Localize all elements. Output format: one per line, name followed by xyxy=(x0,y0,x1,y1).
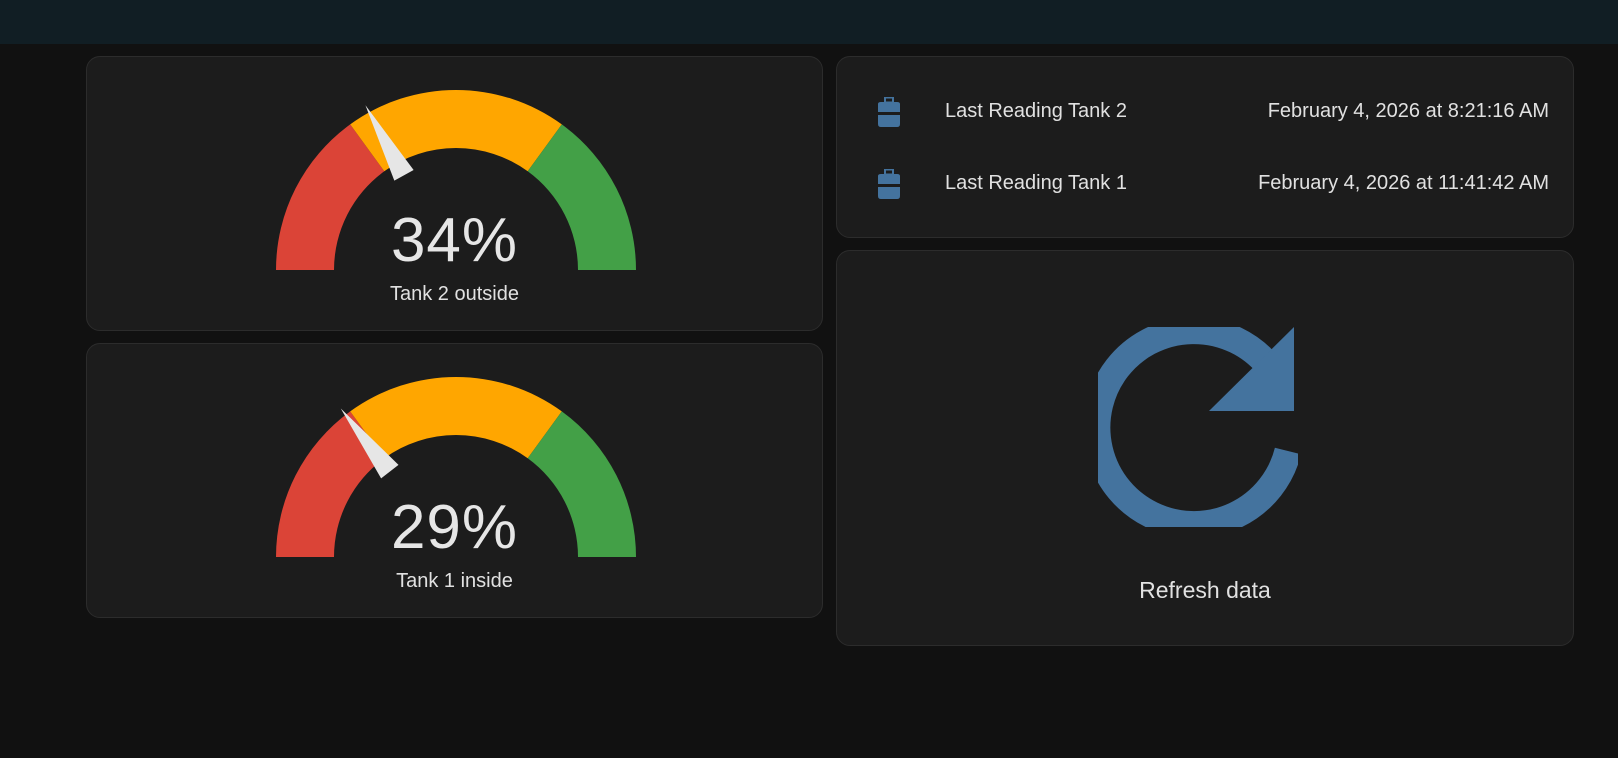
gauge-needle xyxy=(340,408,399,479)
entity-value: February 4, 2026 at 11:41:42 AM xyxy=(1258,172,1549,194)
gauge-card-tank-2[interactable]: 34% Tank 2 outside xyxy=(86,56,823,331)
gauge-card-tank-1[interactable]: 29% Tank 1 inside xyxy=(86,343,823,618)
gauge-segment xyxy=(350,90,562,172)
entity-label: Last Reading Tank 1 xyxy=(945,172,1127,194)
gauge-value: 34% xyxy=(390,206,519,275)
entity-label: Last Reading Tank 2 xyxy=(945,100,1127,122)
refresh-label: Refresh data xyxy=(1139,577,1271,603)
gas-cylinder-icon xyxy=(878,169,900,199)
gauge-name: Tank 1 inside xyxy=(396,570,513,592)
gauge-segment xyxy=(527,411,636,557)
refresh-data-button[interactable]: Refresh data xyxy=(836,250,1574,646)
gauge-value: 29% xyxy=(390,493,519,562)
gauge-segment xyxy=(276,124,385,270)
gas-cylinder-icon xyxy=(878,97,900,127)
gauge-segment xyxy=(276,411,385,557)
gauge-svg xyxy=(276,377,636,557)
refresh-icon xyxy=(1098,327,1298,527)
entity-row-tank-2[interactable]: Last Reading Tank 2 February 4, 2026 at … xyxy=(837,91,1573,131)
gauge-segment xyxy=(350,377,562,459)
gauge-name: Tank 2 outside xyxy=(390,283,519,305)
gauge-segment xyxy=(527,124,636,270)
entity-value: February 4, 2026 at 8:21:16 AM xyxy=(1267,100,1549,122)
gauge-svg xyxy=(276,90,636,270)
gauge-needle xyxy=(365,105,414,181)
top-header-bar xyxy=(0,0,1618,44)
entity-row-tank-1[interactable]: Last Reading Tank 1 February 4, 2026 at … xyxy=(837,163,1573,203)
entities-card: Last Reading Tank 2 February 4, 2026 at … xyxy=(836,56,1574,238)
